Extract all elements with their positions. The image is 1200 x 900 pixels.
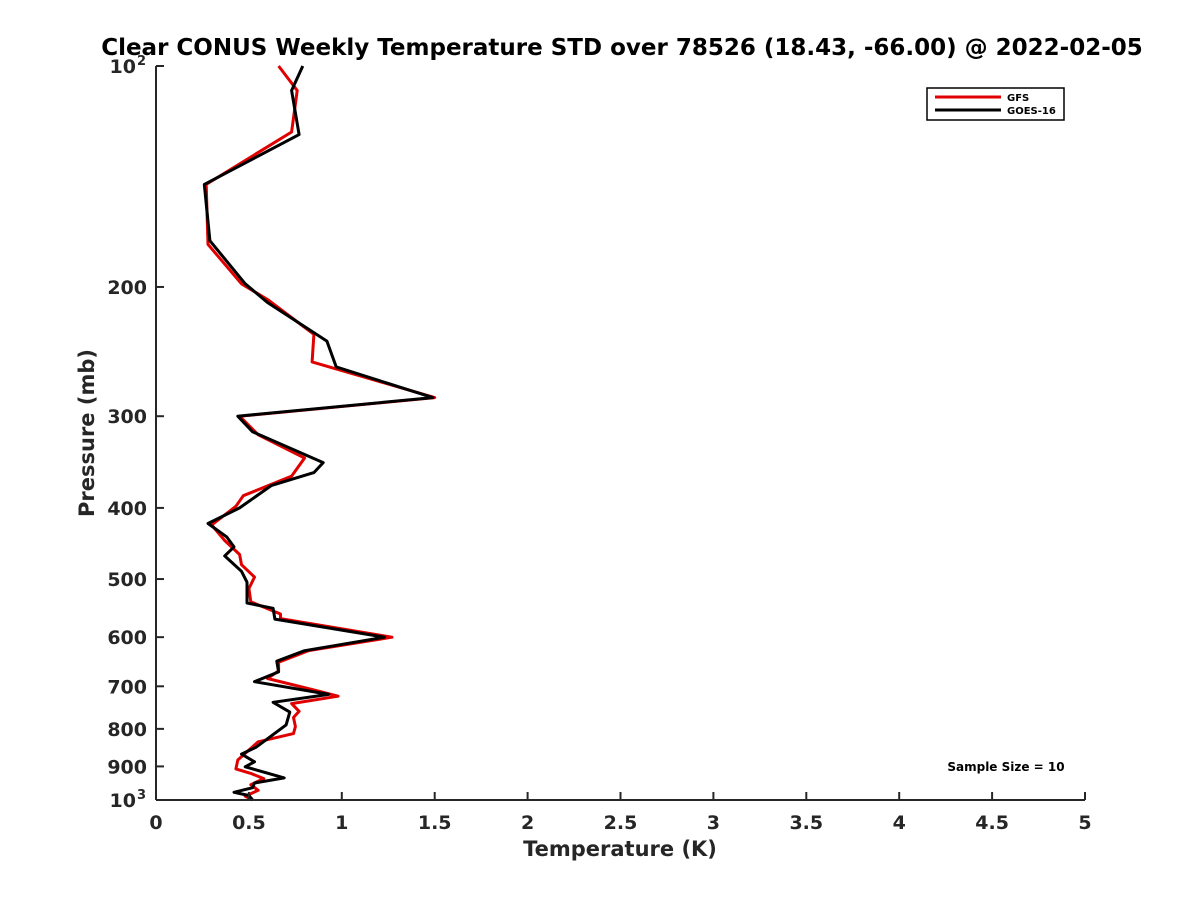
x-axis-ticks: 0 0.5 1 1.5 2 2.5 3 3.5 4 4.5 5 [149, 792, 1092, 834]
x-tick-label: 0.5 [232, 812, 266, 834]
x-tick-label: 1 [335, 812, 348, 834]
y-tick-label: 300 [107, 406, 147, 428]
legend: GFS GOES-16 [926, 87, 1065, 121]
sample-size-annotation: Sample Size = 10 [947, 760, 1064, 774]
x-tick-label: 1.5 [418, 812, 452, 834]
y-axis-label: Pressure (mb) [75, 349, 99, 517]
y-tick-label: 600 [107, 627, 147, 649]
x-tick-label: 0 [149, 812, 162, 834]
legend-label-gfs: GFS [1007, 93, 1029, 104]
y-tick-label: 200 [107, 277, 147, 299]
y-tick-exponent: 3 [137, 788, 146, 803]
series-line-gfs [204, 65, 437, 802]
y-tick-label: 10 [110, 790, 136, 812]
y-tick-label: 900 [107, 756, 147, 778]
y-tick-label: 700 [107, 676, 147, 698]
y-tick-label: 800 [107, 719, 147, 741]
x-tick-label: 2.5 [604, 812, 638, 834]
x-tick-label: 2 [521, 812, 534, 834]
x-axis-label: Temperature (K) [523, 837, 717, 861]
y-tick-label: 400 [107, 498, 147, 520]
chart-title: Clear CONUS Weekly Temperature STD over … [101, 35, 1143, 61]
series-line-goes-16 [202, 65, 435, 801]
x-tick-label: 4.5 [975, 812, 1009, 834]
legend-box [926, 87, 1065, 121]
y-tick-label: 10 [110, 56, 136, 78]
x-tick-label: 4 [893, 812, 906, 834]
x-tick-label: 5 [1078, 812, 1091, 834]
x-tick-label: 3 [707, 812, 720, 834]
legend-label-goes-16: GOES-16 [1007, 106, 1056, 117]
x-tick-label: 3.5 [789, 812, 823, 834]
y-tick-exponent: 2 [137, 54, 146, 69]
plot-area [202, 65, 437, 802]
y-tick-label: 500 [107, 569, 147, 591]
